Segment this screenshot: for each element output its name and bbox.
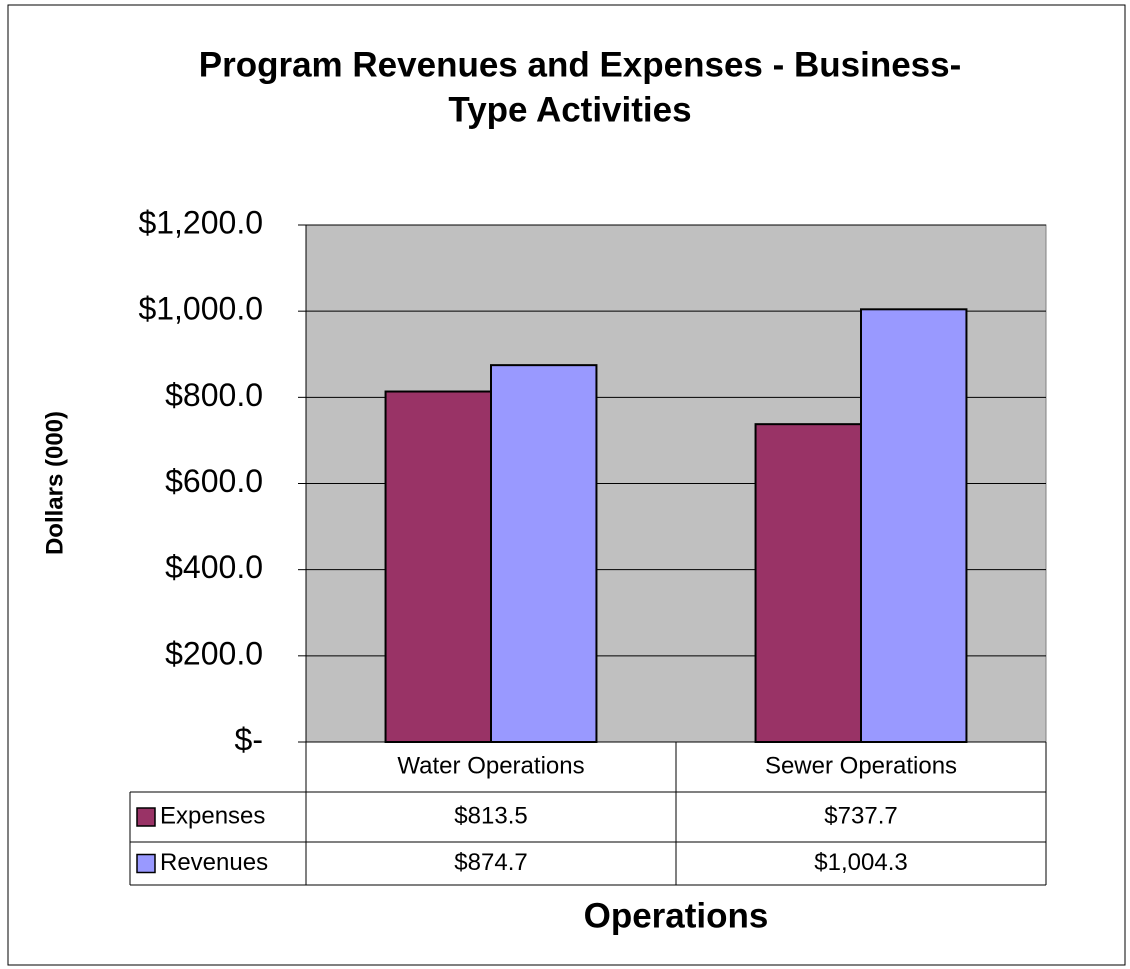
y-tick-label: $200.0 <box>165 635 263 671</box>
x-tick-label: Sewer Operations <box>765 752 957 779</box>
legend-label: Revenues <box>160 849 268 876</box>
data-label: $737.7 <box>824 802 897 829</box>
data-label: $874.7 <box>454 849 527 876</box>
y-tick-label: $1,000.0 <box>138 291 263 327</box>
bar <box>490 364 598 743</box>
y-tick-label: $1,200.0 <box>138 204 263 240</box>
y-axis-label: Dollars (000) <box>41 411 68 555</box>
y-tick-label: $800.0 <box>165 377 263 413</box>
y-tick-label: $600.0 <box>165 463 263 499</box>
legend-label: Expenses <box>160 802 265 829</box>
chart-title: Type Activities <box>448 90 691 129</box>
data-label: $813.5 <box>454 802 527 829</box>
bar <box>384 390 492 743</box>
legend-key <box>136 853 156 874</box>
x-tick-label: Water Operations <box>397 752 584 779</box>
x-axis-label: Operations <box>584 896 769 935</box>
data-label: $1,004.3 <box>814 849 907 876</box>
bar <box>754 423 862 743</box>
legend-key <box>136 807 156 827</box>
y-tick-label: $- <box>235 721 263 757</box>
chart-title: Program Revenues and Expenses - Business… <box>199 45 962 84</box>
bar <box>860 308 968 743</box>
y-tick-label: $400.0 <box>165 549 263 585</box>
